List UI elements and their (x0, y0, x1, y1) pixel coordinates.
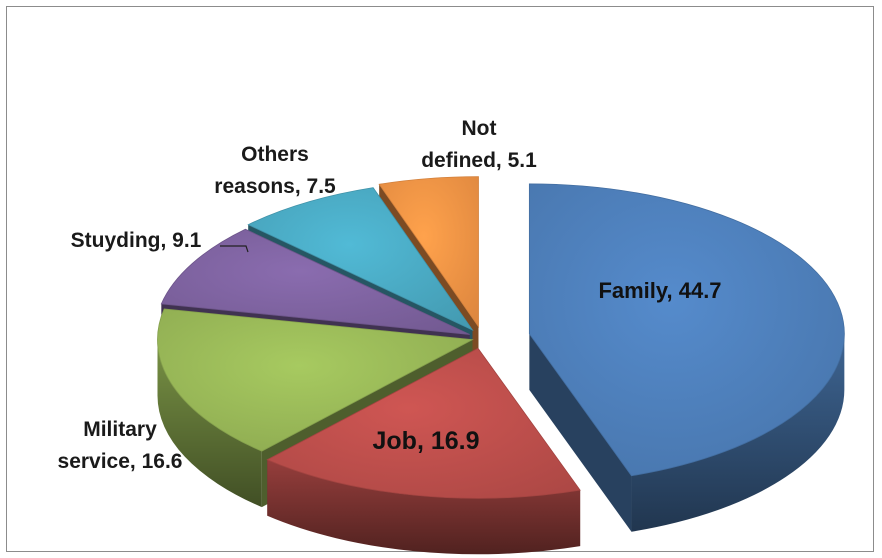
data-label-others-reasons-line1: Others (241, 143, 309, 166)
pie-slice-stuyding (160, 228, 470, 335)
data-label-military-service-line2: service, 16.6 (58, 450, 183, 473)
data-label-not-defined-line1: Not (462, 117, 497, 140)
pie-slice-family (528, 183, 845, 477)
data-label-stuyding: Stuyding, 9.1 (71, 229, 202, 252)
pie-data-labels: Family, 44.7 Job, 16.9 Military service,… (58, 117, 722, 473)
data-label-job: Job, 16.9 (373, 427, 480, 455)
pie-slice-tops (157, 176, 845, 499)
pie-slice-family-side-0 (631, 333, 845, 532)
data-label-family: Family, 44.7 (598, 278, 721, 303)
pie-slice-job-side-0 (267, 459, 581, 555)
data-label-military-service-line1: Military (83, 418, 157, 441)
pie-slice-others-reasons (247, 187, 474, 331)
pie-slice-not-defined (378, 176, 479, 328)
pie-slice-family-wall-1 (529, 333, 632, 532)
data-label-others-reasons-line2: reasons, 7.5 (214, 175, 336, 198)
data-label-not-defined-line2: defined, 5.1 (421, 149, 537, 172)
pie-slice-job (266, 347, 581, 499)
pie-slice-military-service (157, 308, 474, 452)
leader-line-stuyding (220, 245, 249, 253)
pie-slice-military-service-side-0 (157, 339, 262, 508)
